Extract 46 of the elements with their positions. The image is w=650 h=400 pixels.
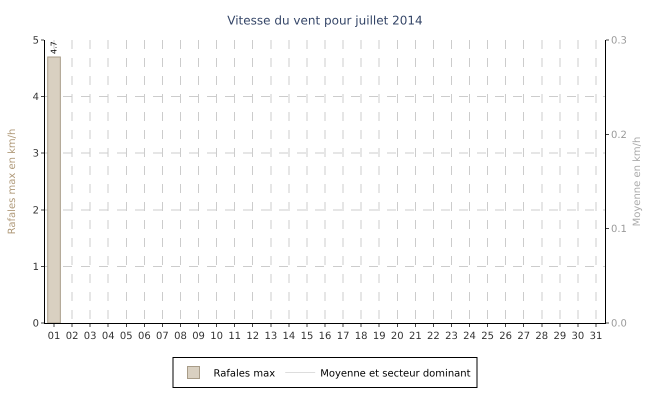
x-tick-label: 25 (481, 331, 494, 342)
x-tick-label: 22 (427, 331, 440, 342)
x-tick-label: 09 (192, 331, 205, 342)
y-tick-label: 5 (32, 36, 39, 46)
x-tick-label: 17 (336, 331, 350, 342)
y-tick-label: 2 (32, 205, 39, 216)
x-tick-label: 12 (246, 331, 260, 342)
x-tick-label: 29 (553, 331, 566, 342)
x-tick-label: 15 (300, 331, 314, 342)
legend-label: Rafales max (214, 368, 276, 380)
y-tick-label: 1 (32, 262, 39, 273)
y2-axis-title: Moyenne en km/h (632, 136, 643, 226)
y-axis-title: Rafales max en km/h (7, 128, 18, 234)
x-tick-label: 24 (463, 331, 476, 342)
y-tick-label: 4 (32, 92, 39, 104)
x-tick-label: 10 (210, 331, 223, 342)
x-tick-label: 05 (120, 331, 133, 342)
x-tick-label: 28 (535, 331, 548, 342)
x-tick-label: 30 (572, 331, 584, 342)
x-tick-label: 07 (156, 331, 169, 342)
x-tick-label: 13 (264, 331, 278, 342)
x-tick-label: 11 (228, 331, 242, 342)
y2-tick-label: 0.3 (611, 36, 627, 46)
x-tick-label: 20 (390, 331, 404, 342)
x-tick-label: 06 (138, 331, 151, 342)
x-tick-label: 19 (372, 331, 386, 342)
x-tick-label: 14 (282, 331, 296, 342)
x-tick-label: 27 (517, 331, 530, 342)
x-tick-label: 31 (590, 331, 602, 342)
x-tick-label: 23 (445, 331, 458, 342)
y2-tick-label: 0.2 (611, 130, 627, 141)
x-tick-label: 08 (174, 331, 187, 342)
x-tick-label: 16 (318, 331, 332, 342)
y2-tick-label: 0.1 (611, 224, 627, 236)
y-tick-label: 3 (32, 148, 39, 160)
y2-tick-label: 0.0 (611, 318, 627, 330)
x-tick-label: 26 (499, 331, 512, 342)
y-tick-label: 0 (32, 318, 39, 330)
legend-label: Moyenne et secteur dominant (320, 368, 471, 380)
x-tick-label: 01 (48, 331, 60, 342)
x-tick-label: 04 (102, 331, 115, 342)
x-tick-label: 03 (84, 331, 97, 342)
x-tick-label: 18 (354, 331, 368, 342)
x-tick-label: 21 (408, 331, 422, 342)
x-tick-label: 02 (66, 331, 78, 342)
chart-title: Vitesse du vent pour juillet 2014 (227, 13, 423, 28)
